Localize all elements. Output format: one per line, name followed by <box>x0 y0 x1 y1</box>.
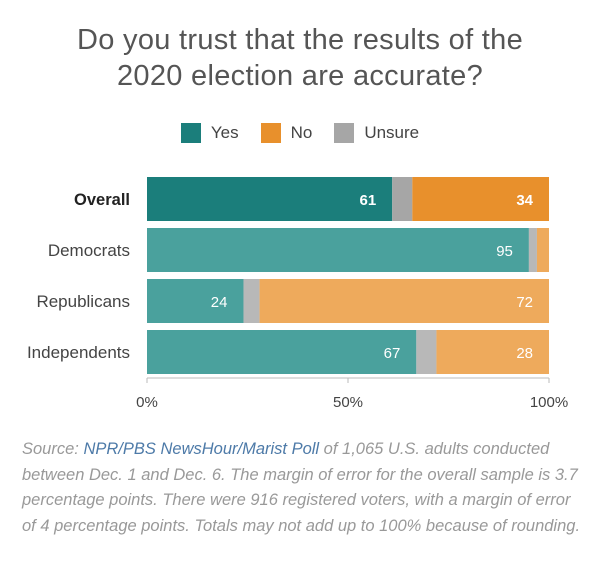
chart-legend: Yes No Unsure <box>0 123 600 143</box>
category-label-republicans: Republicans <box>36 292 130 311</box>
bar-unsure-republicans <box>243 279 260 323</box>
data-label-yes-republicans: 24 <box>211 294 228 311</box>
legend-swatch-yes <box>180 123 201 143</box>
bar-yes-overall <box>147 177 393 221</box>
source-link[interactable]: NPR/PBS NewsHour/Marist Poll <box>83 440 320 458</box>
bar-unsure-overall <box>392 177 413 221</box>
legend-item-no: No <box>260 123 313 143</box>
legend-label-yes: Yes <box>210 123 239 142</box>
chart-title: Do you trust that the results of the 202… <box>0 22 600 94</box>
data-label-no-independents: 28 <box>516 345 533 362</box>
category-label-independents: Independents <box>27 343 130 362</box>
legend-swatch-no <box>260 123 281 143</box>
bar-no-overall <box>412 177 549 221</box>
source-prefix: Source: <box>22 440 84 458</box>
data-label-yes-democrats: 95 <box>496 243 513 260</box>
stacked-bar-chart: Overall 61 34 Democrats 95 Republicans 24 72 Ind… <box>27 177 568 411</box>
legend-item-unsure: Unsure <box>334 123 419 143</box>
source-text: of 1,065 U.S. adults conducted between D… <box>22 440 581 535</box>
bar-no-democrats <box>536 228 549 272</box>
bar-unsure-democrats <box>528 228 537 272</box>
legend-swatch-unsure <box>334 123 355 143</box>
bar-yes-democrats <box>147 228 529 272</box>
category-label-democrats: Democrats <box>48 241 130 260</box>
bar-yes-republicans <box>147 279 244 323</box>
data-label-no-overall: 34 <box>516 192 533 209</box>
x-tick-label-50: 50% <box>333 394 363 411</box>
legend-item-yes: Yes <box>180 123 239 143</box>
bar-yes-independents <box>147 330 417 374</box>
data-label-no-republicans: 72 <box>516 294 533 311</box>
bar-no-republicans <box>259 279 549 323</box>
chart-title-line-2: 2020 election are accurate? <box>116 60 483 92</box>
data-label-yes-independents: 67 <box>384 345 401 362</box>
legend-label-no: No <box>290 123 313 142</box>
chart-title-line-1: Do you trust that the results of the <box>76 24 524 56</box>
bar-no-independents <box>436 330 549 374</box>
source-note: Source: NPR/PBS NewsHour/Marist Poll of … <box>22 437 582 539</box>
x-tick-label-100: 100% <box>530 394 568 411</box>
bar-unsure-independents <box>416 330 437 374</box>
x-tick-label-0: 0% <box>136 394 158 411</box>
data-label-yes-overall: 61 <box>360 192 377 209</box>
legend-label-unsure: Unsure <box>364 123 420 142</box>
category-label-overall: Overall <box>74 191 130 209</box>
